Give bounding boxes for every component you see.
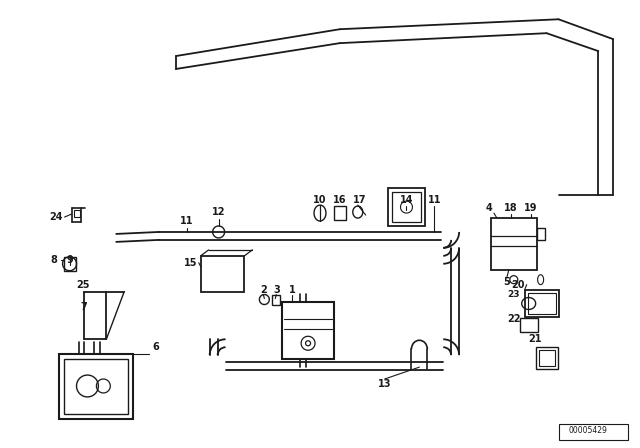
Text: 1: 1 [289, 284, 296, 295]
Bar [74, 210, 81, 217]
Text: 6: 6 [153, 342, 159, 352]
Text: 8: 8 [50, 255, 57, 265]
Text: 5: 5 [504, 277, 510, 287]
Text: 21: 21 [528, 334, 541, 344]
Text: 9: 9 [66, 255, 73, 265]
Bar [334, 206, 346, 220]
Bar [559, 424, 628, 439]
Text: 25: 25 [77, 280, 90, 289]
Text: 11: 11 [428, 195, 441, 205]
Text: 12: 12 [212, 207, 225, 217]
Bar [491, 218, 537, 270]
Bar [536, 347, 557, 369]
Bar [537, 228, 545, 240]
Text: 00005429: 00005429 [569, 426, 608, 435]
Bar [63, 257, 76, 271]
Text: 2: 2 [260, 284, 267, 295]
Text: 17: 17 [353, 195, 367, 205]
Bar [63, 359, 128, 414]
Bar [59, 354, 133, 419]
Bar [525, 289, 559, 318]
Bar [201, 256, 244, 292]
Bar [272, 294, 280, 306]
Bar [282, 302, 334, 359]
Text: 20: 20 [511, 280, 525, 289]
Bar [392, 192, 421, 222]
Text: 19: 19 [524, 203, 538, 213]
Bar [539, 350, 554, 366]
Text: 23: 23 [508, 290, 520, 299]
Text: 10: 10 [313, 195, 327, 205]
Bar [528, 293, 556, 314]
Text: 15: 15 [184, 258, 198, 268]
Text: 11: 11 [180, 216, 193, 226]
Bar [520, 319, 538, 332]
Text: 4: 4 [486, 203, 492, 213]
Text: 22: 22 [507, 314, 520, 324]
Text: 24: 24 [49, 212, 62, 222]
Text: 3: 3 [273, 284, 280, 295]
Text: 7: 7 [80, 302, 87, 312]
Text: 13: 13 [378, 379, 391, 389]
Text: 16: 16 [333, 195, 347, 205]
Bar [388, 188, 426, 226]
Text: 18: 18 [504, 203, 518, 213]
Text: 14: 14 [400, 195, 413, 205]
